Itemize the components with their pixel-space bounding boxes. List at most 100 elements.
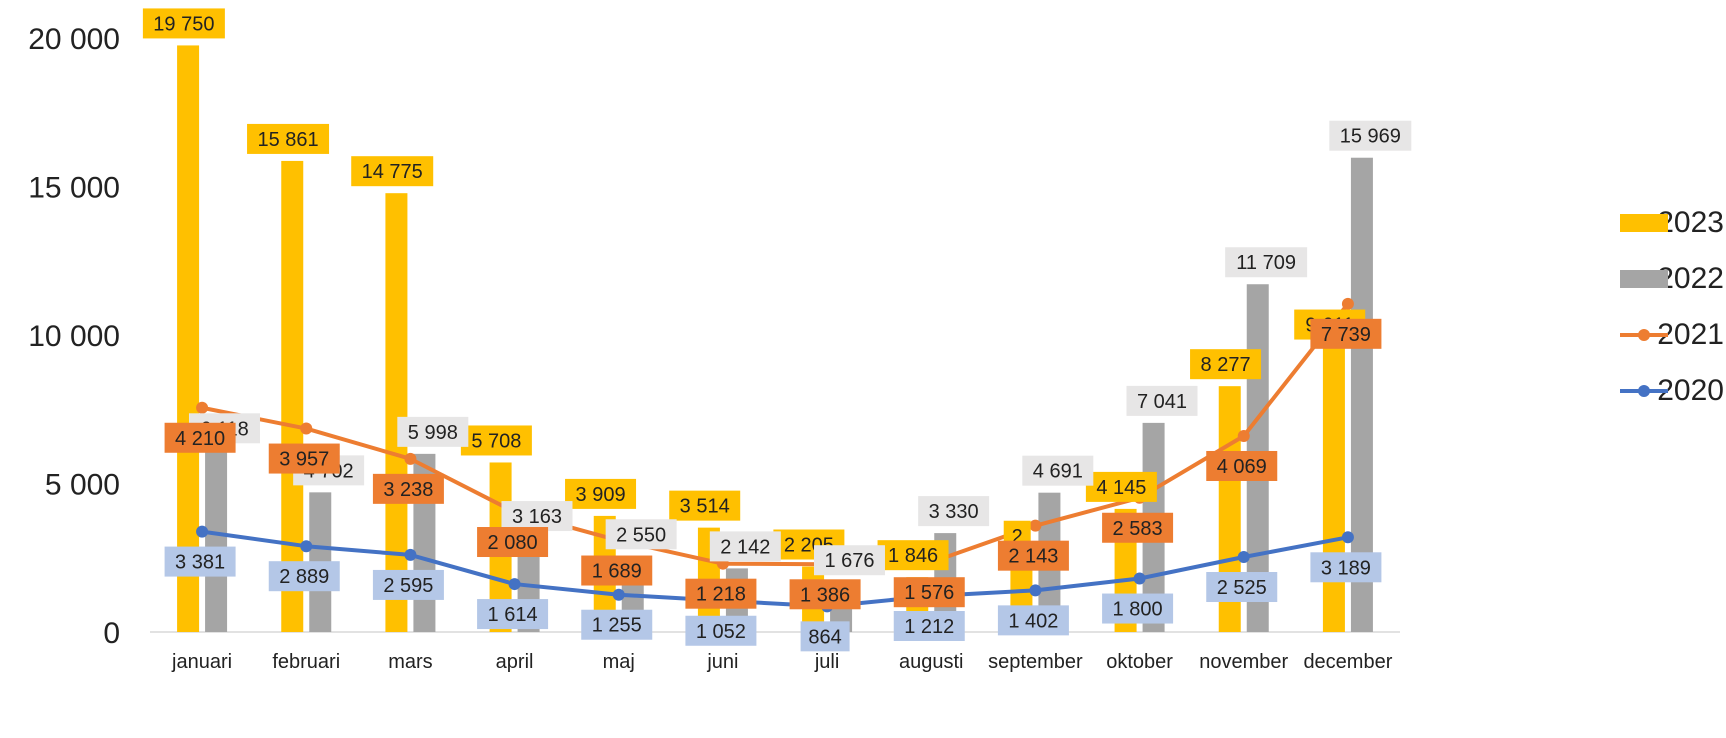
data-label-2021: 1 576 [904,582,954,604]
data-label-2020-bg [1206,572,1278,603]
data-label-2020: 2 525 [1217,577,1267,599]
data-label-2021-bg [1206,450,1278,481]
data-label-2022-bg [709,531,781,562]
data-label-2021: 1 218 [696,584,746,606]
data-label-2023-bg [247,123,330,154]
data-label-2020: 864 [808,626,841,648]
data-label-2022-bg [1225,247,1308,278]
x-tick-label: maj [603,651,635,673]
data-label-2021-bg [581,555,653,586]
data-label-2020-bg [1310,552,1382,583]
legend-label-2020: 2020 [1657,374,1724,407]
data-label-2020: 1 800 [1113,599,1163,621]
data-label-2022: 7 041 [1137,391,1187,413]
point-2020 [1341,531,1354,544]
data-label-2022-bg [501,501,573,532]
point-2021 [404,452,417,465]
bar-2022 [205,450,228,632]
point-2020 [1237,551,1250,564]
data-label-2020: 1 255 [592,615,642,637]
y-tick-label: 0 [103,617,120,650]
data-label-2022: 3 163 [512,506,562,528]
legend-label-2021: 2021 [1657,318,1724,351]
data-label-2023-bg [351,156,434,187]
data-label-2020-bg [893,611,965,642]
bar-2023 [177,45,200,633]
data-label-2021: 3 957 [279,449,329,471]
bar-2023 [385,193,408,632]
point-2021 [1341,297,1354,310]
data-label-2021: 1 386 [800,584,850,606]
data-label-2021-bg [685,578,757,609]
point-2020 [300,540,313,553]
legend-swatch-2021 [1620,326,1668,344]
data-label-2020: 2 595 [383,575,433,597]
data-label-2023: 14 775 [362,161,423,183]
x-tick-label: oktober [1106,651,1173,673]
data-label-2020: 2 889 [279,566,329,588]
x-tick-label: februari [272,651,340,673]
data-label-2020-bg [1102,593,1174,624]
y-tick-label: 15 000 [28,172,120,205]
data-label-2023-bg [565,478,637,509]
line-2021 [200,301,1350,567]
data-label-2023-bg [877,540,949,571]
point-2020 [404,548,417,561]
legend: 2023 2022 2021 2020 [1620,195,1724,419]
x-tick-label: januari [171,651,232,673]
data-label-2020: 1 614 [488,604,538,626]
data-label-2023: 2 [1012,526,1023,548]
data-label-2022: 1 676 [824,550,874,572]
x-tick-label: juli [814,651,839,673]
legend-item-2022: 2022 [1620,251,1724,307]
data-label-2022: 4 691 [1033,461,1083,483]
data-label-2020: 3 189 [1321,557,1371,579]
x-tick-label: december [1303,651,1392,673]
data-label-2022-bg [918,496,990,527]
data-label-2020-bg [581,609,653,640]
data-label-2023-bg [669,490,741,521]
data-label-2022: 11 709 [1236,252,1296,274]
data-label-2021: 3 238 [383,479,433,501]
data-label-2020-bg [372,569,444,600]
legend-swatch-2020 [1620,382,1668,400]
data-label-2020: 1 402 [1008,610,1058,632]
point-2021 [1029,519,1042,532]
data-label-2023-bg [1085,471,1157,502]
data-label-2020-bg [268,561,340,592]
y-tick-label: 5 000 [45,469,120,502]
data-label-2023: 15 861 [257,129,318,151]
legend-label-2022: 2022 [1657,262,1724,295]
data-label-2022-bg [1022,455,1094,486]
data-label-2023: 19 750 [153,13,214,35]
data-label-2022: 3 330 [929,501,979,523]
data-label-2023: 4 145 [1096,477,1146,499]
data-label-2020: 3 381 [175,552,225,574]
x-tick-label: juni [706,651,738,673]
data-label-2022-bg [1329,120,1412,151]
data-label-2021: 1 689 [592,561,642,583]
x-tick-label: november [1199,651,1288,673]
data-label-2022: 2 142 [720,536,770,558]
bar-2023 [281,160,304,633]
legend-item-2020: 2020 [1620,363,1724,419]
data-label-2021: 2 080 [488,532,538,554]
line-2020 [200,529,1350,609]
data-label-2020-bg [685,615,757,646]
data-label-2021-bg [477,527,549,558]
data-label-2022: 15 969 [1340,126,1401,148]
data-label-2023: 5 708 [471,430,521,452]
legend-label-2023: 2023 [1657,206,1724,239]
legend-item-2021: 2021 [1620,307,1724,363]
data-label-2021: 2 583 [1113,518,1163,540]
data-label-2022-bg [813,545,885,576]
data-label-2021-bg [372,473,444,504]
point-2020 [1133,572,1146,585]
data-label-2021-bg [164,422,236,453]
data-label-2023: 1 846 [888,545,938,567]
legend-swatch-2022 [1620,270,1668,288]
y-tick-label: 10 000 [28,320,120,353]
data-label-2021-bg [1102,512,1174,543]
legend-swatch-2023 [1620,214,1668,232]
